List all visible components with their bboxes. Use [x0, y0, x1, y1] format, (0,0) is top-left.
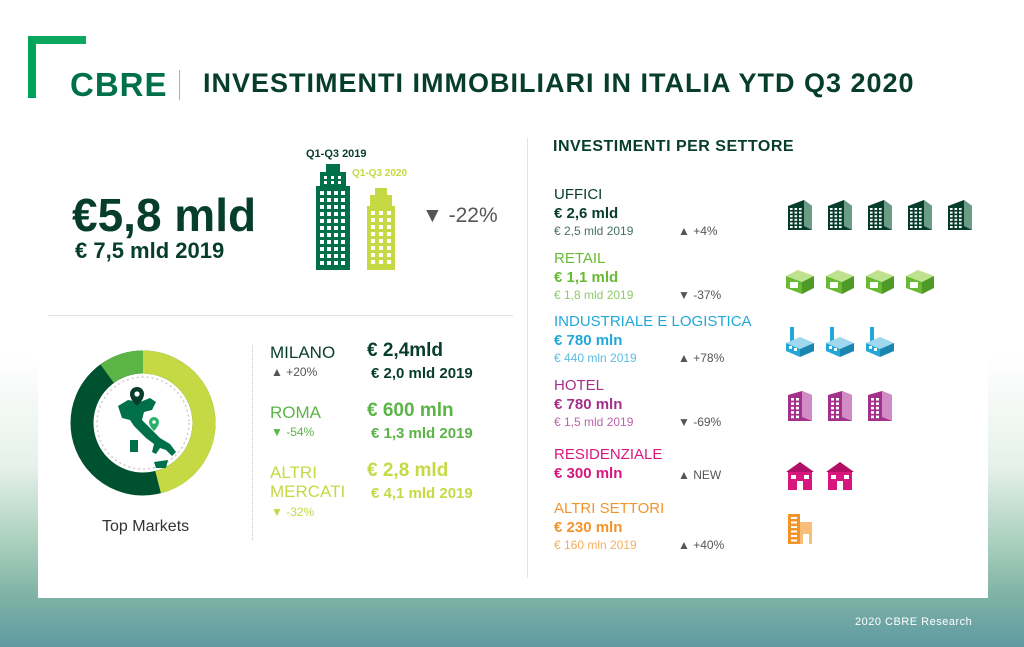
donut-segment-roma [70, 350, 216, 496]
market-change: ▲ +20% [271, 365, 318, 379]
sector-change: ▲ +4% [678, 224, 718, 238]
market-name-line2: MERCATI [270, 482, 346, 501]
market-name: MILANO [270, 343, 336, 362]
previous-total: € 7,5 mld 2019 [75, 238, 225, 263]
page-title: INVESTIMENTI IMMOBILIARI IN ITALIA YTD Q… [203, 68, 915, 98]
markets-divider [252, 345, 253, 540]
market-prev: € 4,1 mld 2019 [371, 485, 473, 502]
office-building-icon [948, 200, 972, 230]
sector-name: ALTRI SETTORI [554, 500, 665, 517]
shop-icon [786, 270, 814, 294]
sector-value: € 1,1 mld [554, 269, 619, 286]
sector-prev: € 1,5 mld 2019 [554, 415, 634, 429]
header-separator [179, 70, 180, 100]
sector-change: ▲ NEW [678, 468, 722, 482]
hotel-icon [868, 391, 892, 421]
sector-change: ▼ -37% [678, 288, 722, 302]
sector-name: UFFICI [554, 186, 603, 203]
label-2020: Q1-Q3 2020 [352, 168, 408, 179]
sector-name: RESIDENZIALE [554, 446, 663, 463]
market-name: ALTRI [270, 463, 317, 482]
sector-name: INDUSTRIALE E LOGISTICA [554, 313, 752, 330]
italy-map-icon [118, 398, 176, 456]
sector-icons [784, 458, 856, 492]
map-pin-milano-icon [130, 387, 144, 406]
market-change: ▼ -32% [271, 505, 315, 519]
office-building-icon [908, 200, 932, 230]
shop-icon [906, 270, 934, 294]
cbre-logo: CBRE [70, 66, 168, 103]
sectors-title: INVESTIMENTI PER SETTORE [553, 138, 795, 155]
factory-icon [786, 327, 814, 357]
market-prev: € 1,3 mld 2019 [371, 425, 473, 442]
market-value: € 2,8 mld [367, 460, 449, 481]
section-divider [48, 315, 513, 316]
office-building-icon [828, 200, 852, 230]
hotel-icon [788, 391, 812, 421]
sector-prev: € 160 mln 2019 [554, 538, 637, 552]
label-2019: Q1-Q3 2019 [306, 148, 367, 160]
sicily-icon [154, 460, 168, 468]
hotel-icon [828, 391, 852, 421]
sector-icons [784, 325, 896, 359]
top-markets-donut [70, 350, 216, 496]
sector-value: € 230 mln [554, 519, 623, 536]
office-building-icon [788, 200, 812, 230]
house-icon [786, 462, 814, 490]
factory-icon [826, 327, 854, 357]
logo-corner-mark [28, 36, 86, 98]
shop-icon [826, 270, 854, 294]
market-value: € 600 mln [367, 400, 454, 421]
market-value: € 2,4mld [367, 340, 444, 361]
sector-icons [784, 389, 896, 423]
sector-change: ▼ -69% [678, 415, 722, 429]
sector-icons [784, 198, 976, 232]
sector-prev: € 440 mln 2019 [554, 351, 637, 365]
footer-credit: 2020 CBRE Research [855, 616, 973, 628]
factory-icon [866, 327, 894, 357]
total-change: ▼ -22% [422, 204, 498, 227]
sector-value: € 780 mln [554, 332, 623, 349]
sector-name: HOTEL [554, 377, 605, 394]
sector-name: RETAIL [554, 250, 606, 267]
sector-prev: € 1,8 mld 2019 [554, 288, 634, 302]
sector-icons [784, 262, 936, 296]
column-divider [527, 138, 528, 578]
sector-prev: € 2,5 mld 2019 [554, 224, 634, 238]
office-building-icon [868, 200, 892, 230]
sector-icons [784, 512, 816, 546]
market-prev: € 2,0 mld 2019 [371, 365, 473, 382]
sector-change: ▲ +78% [678, 351, 725, 365]
sector-value: € 300 mln [554, 465, 623, 482]
sardinia-icon [130, 440, 138, 452]
building-2020-icon [367, 188, 395, 270]
building-2019-icon [316, 164, 350, 270]
house-icon [826, 462, 854, 490]
total-investment: €5,8 mld [72, 189, 257, 241]
sector-change: ▲ +40% [678, 538, 725, 552]
market-change: ▼ -54% [271, 425, 315, 439]
market-name: ROMA [270, 403, 321, 422]
shop-icon [866, 270, 894, 294]
top-markets-label: Top Markets [102, 518, 190, 535]
sector-value: € 2,6 mld [554, 205, 619, 222]
map-pin-roma-icon [149, 417, 159, 431]
sector-value: € 780 mln [554, 396, 623, 413]
mixed-buildings-icon [788, 514, 812, 544]
